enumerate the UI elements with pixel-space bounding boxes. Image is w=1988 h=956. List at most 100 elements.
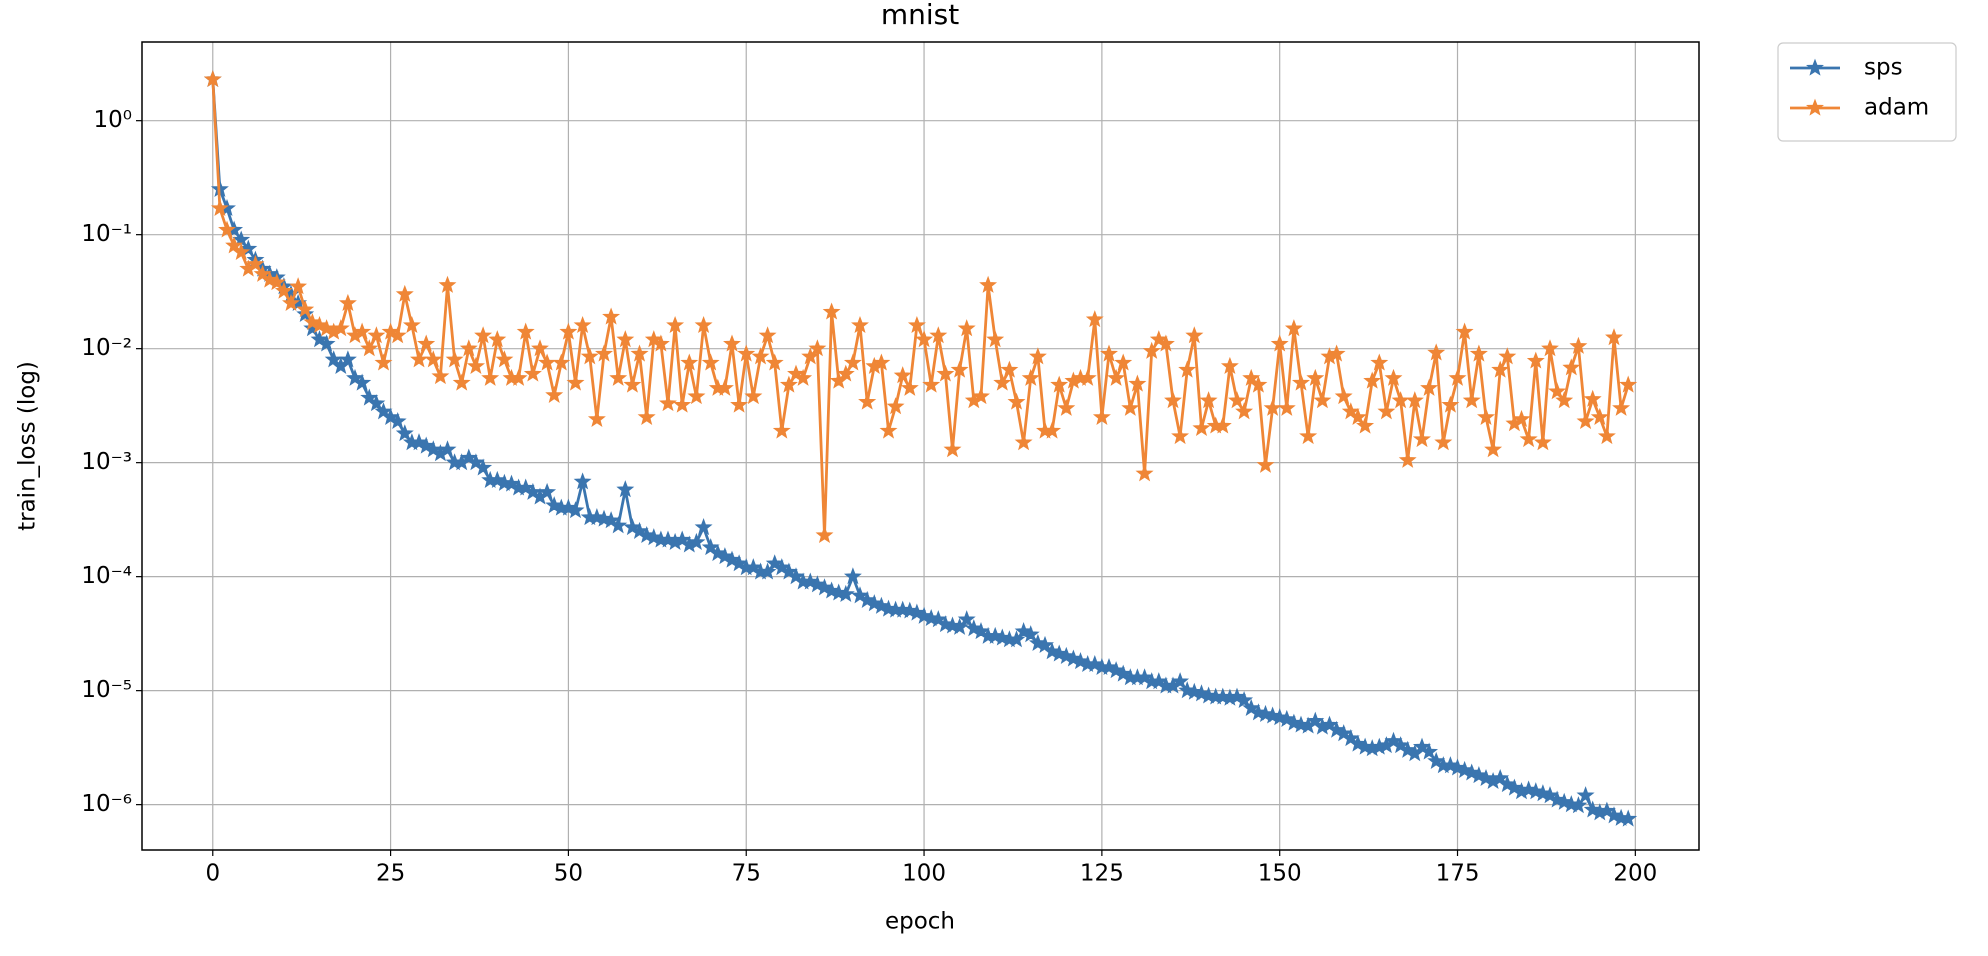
data-point [936, 364, 955, 382]
data-point [466, 356, 485, 374]
data-point [1284, 319, 1303, 337]
data-point [1007, 630, 1026, 648]
data-point [595, 344, 613, 362]
data-point [787, 364, 805, 382]
legend: sps adam [1777, 42, 1957, 142]
y-tick-label: 10⁻² [81, 335, 132, 361]
data-point [1420, 742, 1439, 760]
data-point [1484, 440, 1503, 458]
data-point [929, 326, 948, 344]
data-point [1597, 426, 1616, 445]
data-point [1356, 416, 1375, 434]
data-point [317, 334, 336, 352]
data-point [1491, 360, 1510, 378]
data-point [1128, 374, 1147, 392]
data-point [438, 275, 457, 293]
data-point [993, 373, 1012, 391]
data-point [694, 518, 713, 536]
data-point [410, 433, 429, 451]
data-point [1050, 375, 1069, 393]
data-point [282, 293, 300, 311]
data-point [381, 322, 400, 340]
data-point [715, 378, 734, 396]
data-point [1220, 356, 1239, 374]
data-point [666, 315, 685, 334]
data-point [516, 478, 535, 496]
data-point [1391, 736, 1410, 754]
data-point [381, 407, 400, 425]
data-point [1427, 751, 1446, 769]
data-point [538, 482, 557, 500]
data-point [1277, 709, 1296, 727]
data-point [225, 236, 244, 254]
x-tick-label: 25 [376, 861, 405, 887]
data-point [758, 562, 777, 580]
data-point [1526, 351, 1545, 369]
data-point [772, 421, 791, 439]
data-point [1178, 360, 1197, 378]
y-tick-label: 10⁻⁵ [81, 677, 132, 703]
data-point [1171, 672, 1190, 690]
data-point [1028, 347, 1047, 365]
data-point [1149, 672, 1168, 690]
data-point [402, 315, 421, 334]
data-point [1477, 407, 1495, 425]
x-tick-label: 200 [1613, 861, 1657, 887]
data-point [289, 277, 308, 295]
data-point [1327, 720, 1346, 738]
data-point [730, 554, 749, 572]
data-point [879, 421, 898, 439]
data-point [438, 440, 457, 458]
data-point [801, 347, 820, 365]
data-point [1277, 398, 1296, 416]
data-point [424, 440, 443, 458]
data-point [1228, 391, 1246, 409]
data-point [410, 350, 429, 368]
data-point [723, 334, 741, 352]
data-point [1114, 353, 1133, 371]
data-point [1100, 344, 1118, 362]
data-point [680, 353, 699, 371]
data-point [367, 326, 386, 344]
data-point [1348, 734, 1367, 752]
data-point [388, 326, 407, 344]
y-tick-label: 10⁰ [94, 107, 133, 133]
data-point [1569, 336, 1588, 354]
data-point [246, 254, 265, 272]
x-tick-label: 75 [732, 861, 761, 887]
data-point [730, 395, 749, 413]
data-point [1505, 778, 1524, 796]
data-point [1569, 796, 1588, 814]
data-point [417, 436, 436, 454]
y-tick-label: 10⁻⁶ [81, 791, 132, 817]
data-point [673, 395, 692, 413]
data-point [474, 458, 493, 476]
data-point [843, 353, 862, 371]
x-tick-label: 175 [1436, 861, 1480, 887]
data-point [459, 339, 478, 357]
data-point [950, 617, 969, 635]
data-point [353, 322, 372, 340]
data-point [566, 373, 585, 391]
data-point [1135, 668, 1154, 686]
x-tick-label: 100 [902, 861, 946, 887]
data-point [986, 330, 1005, 348]
data-point [310, 330, 329, 348]
data-point [1384, 731, 1403, 749]
data-point [1541, 339, 1559, 357]
data-point [794, 368, 813, 386]
data-point [417, 334, 436, 352]
data-point [843, 567, 862, 585]
data-point [815, 525, 834, 544]
data-point [1007, 392, 1026, 410]
data-point [1156, 334, 1175, 352]
data-point [1405, 391, 1424, 409]
data-point [616, 330, 635, 348]
data-point [1469, 344, 1488, 362]
data-point [1384, 368, 1403, 386]
data-point [1114, 664, 1133, 682]
data-point [1498, 775, 1517, 793]
data-point [1299, 426, 1318, 445]
data-point [779, 375, 798, 393]
